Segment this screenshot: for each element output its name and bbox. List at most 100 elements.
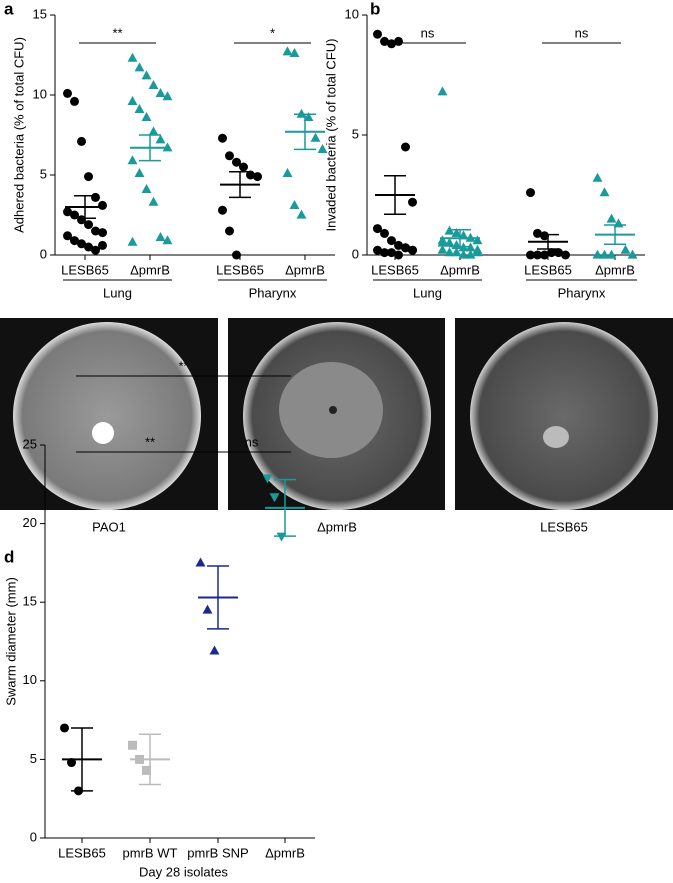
data-point — [554, 248, 563, 258]
x-tick-label: pmrB SNP — [187, 845, 248, 860]
data-point — [127, 96, 138, 105]
data-point — [627, 249, 638, 259]
data-point — [620, 244, 631, 254]
panel-label: d — [4, 547, 14, 566]
x-tick-label: LESB65 — [216, 262, 264, 277]
data-point — [547, 248, 556, 258]
data-point — [84, 242, 93, 252]
image-caption: PAO1 — [92, 519, 126, 534]
data-point — [408, 245, 417, 255]
plate-photo — [0, 318, 218, 510]
y-axis-label: Swarm diameter (mm) — [3, 577, 18, 706]
data-point — [225, 226, 234, 236]
data-point — [84, 172, 93, 182]
x-tick-label: LESB65 — [61, 262, 109, 277]
data-point — [373, 29, 382, 39]
group-label: Lung — [413, 285, 442, 300]
image-caption: ΔpmrB — [317, 519, 357, 534]
data-point — [232, 157, 241, 167]
data-point — [380, 228, 389, 238]
data-point — [141, 184, 152, 193]
data-point — [303, 112, 314, 121]
y-tick-label: 0 — [40, 246, 47, 261]
data-point — [465, 249, 476, 259]
significance-label: ** — [112, 25, 122, 40]
data-point — [437, 235, 448, 245]
data-point — [296, 108, 307, 118]
data-point — [162, 235, 173, 245]
data-point — [202, 604, 213, 614]
data-point — [296, 209, 307, 219]
panel-label: b — [370, 0, 380, 18]
data-point — [134, 104, 145, 113]
group-label: Lung — [103, 285, 132, 300]
data-point — [394, 36, 403, 46]
y-tick-label: 0 — [352, 246, 359, 261]
data-point — [77, 136, 86, 146]
data-point — [60, 723, 69, 733]
x-tick-label: LESB65 — [524, 262, 572, 277]
data-point — [540, 250, 549, 260]
y-tick-label: 10 — [345, 6, 359, 21]
data-point — [269, 493, 280, 503]
data-point — [127, 52, 138, 62]
x-tick-label: LESB65 — [371, 262, 419, 277]
data-point — [387, 39, 396, 49]
plate-photo — [455, 318, 673, 510]
data-point — [225, 151, 234, 161]
image-caption: LESB65 — [540, 519, 588, 534]
data-point — [289, 200, 300, 209]
data-point — [195, 557, 206, 567]
data-point — [239, 162, 248, 172]
data-point — [134, 168, 145, 177]
data-point — [98, 200, 107, 210]
data-point — [444, 247, 455, 257]
significance-label: ** — [145, 434, 155, 449]
data-point — [310, 132, 321, 142]
data-point — [408, 197, 417, 207]
data-point — [91, 192, 100, 202]
significance-label: ** — [178, 358, 188, 373]
data-point — [148, 196, 159, 206]
data-point — [394, 250, 403, 260]
data-point — [63, 231, 72, 241]
y-axis-label: Invaded bacteria (% of total CFU) — [323, 39, 338, 232]
data-point — [373, 245, 382, 255]
y-tick-label: 5 — [40, 166, 47, 181]
data-point — [437, 244, 448, 254]
data-point — [91, 226, 100, 236]
data-point — [394, 240, 403, 250]
data-point — [84, 220, 93, 230]
data-point — [70, 236, 79, 246]
data-point — [472, 235, 483, 245]
data-point — [606, 249, 617, 259]
data-point — [148, 80, 159, 89]
data-point — [592, 249, 603, 259]
data-point — [162, 91, 173, 101]
data-point — [70, 96, 79, 106]
data-point — [401, 243, 410, 253]
significance-label: * — [270, 25, 275, 40]
x-axis-label: Day 28 isolates — [139, 864, 228, 879]
data-point — [276, 532, 287, 542]
data-point — [282, 168, 293, 177]
data-point — [128, 740, 137, 750]
data-point — [451, 228, 462, 237]
significance-label: ns — [575, 25, 589, 40]
data-point — [401, 142, 410, 152]
data-point — [444, 237, 455, 247]
data-point — [592, 172, 603, 182]
data-point — [437, 86, 448, 96]
x-tick-label: ΔpmrB — [285, 262, 325, 277]
data-point — [317, 144, 328, 153]
significance-label: ns — [421, 25, 435, 40]
data-point — [387, 248, 396, 258]
data-point — [451, 247, 462, 257]
y-tick-label: 10 — [33, 86, 47, 101]
data-point — [63, 88, 72, 98]
y-tick-label: 15 — [23, 594, 37, 609]
x-tick-label: ΔpmrB — [595, 262, 635, 277]
data-point — [209, 645, 220, 655]
